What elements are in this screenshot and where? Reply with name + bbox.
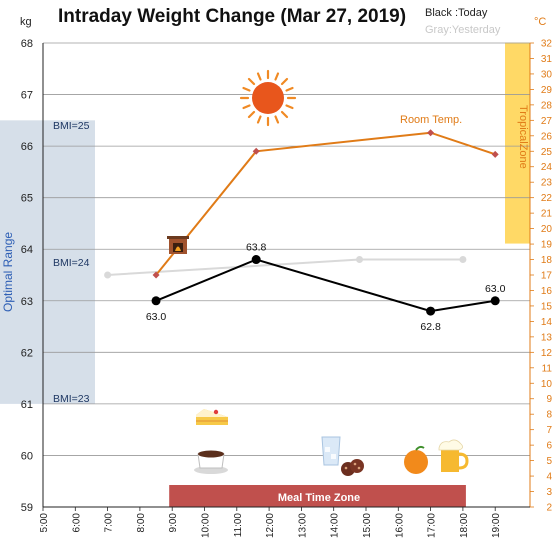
right-tick-label: 20 [541,224,553,235]
left-tick-label: 61 [21,399,33,411]
optimal-range-band [0,120,95,404]
right-tick-label: 17 [541,271,553,282]
right-tick-label: 15 [541,301,553,312]
tropical-zone-band [505,42,530,244]
today-data-label: 63.0 [485,283,506,295]
right-tick-label: 4 [546,472,552,483]
coffee-icon [194,450,228,474]
meal-zone-label: Meal Time Zone [278,492,360,504]
x-tick-label: 5:00 [39,513,50,533]
legend-yesterday: Gray:Yesterday [425,24,501,36]
right-tick-label: 19 [541,240,553,251]
room-temp-point [491,150,499,158]
left-tick-label: 59 [21,502,33,514]
right-tick-label: 2 [546,503,552,514]
room-temp-point [427,129,435,137]
today-point [490,296,500,306]
right-axis-unit: °C [534,16,546,28]
today-point [426,306,436,316]
chart-title: Intraday Weight Change (Mar 27, 2019) [58,6,406,27]
optimal-range-label: Optimal Range [1,232,15,312]
today-line [155,258,496,313]
yesterday-point [356,256,364,264]
x-tick-label: 17:00 [427,513,438,538]
room-temp-label: Room Temp. [400,114,462,126]
beer-icon [438,439,469,472]
left-tick-label: 65 [21,193,33,205]
water-glass-icon [321,436,341,466]
x-tick-label: 7:00 [104,513,115,533]
right-tick-label: 18 [541,255,553,266]
left-tick-label: 60 [21,450,33,462]
yesterday-point [104,271,112,279]
today-point [151,296,161,306]
x-tick-label: 18:00 [459,513,470,538]
x-tick-label: 19:00 [491,513,502,538]
right-tick-label: 6 [546,441,552,452]
today-data-label: 63.8 [246,242,267,254]
orange-icon [404,445,428,474]
right-tick-label: 3 [546,487,552,498]
x-tick-label: 9:00 [168,513,179,533]
x-tick-label: 12:00 [265,513,276,538]
left-tick-label: 63 [21,296,33,308]
bmi-24-label: BMI=24 [53,257,90,269]
cake-icon [196,409,228,425]
left-tick-label: 62 [21,347,33,359]
legend-today: Black :Today [425,7,488,19]
today-data-label: 63.0 [146,311,167,323]
left-tick-label: 64 [21,244,33,256]
yesterday-point [459,256,467,264]
x-tick-label: 14:00 [330,513,341,538]
cookies-icon [341,459,364,476]
today-point [251,255,261,265]
room-temp-line [155,131,496,276]
right-tick-label: 14 [541,317,553,328]
right-tick-label: 13 [541,332,553,343]
right-tick-label: 21 [541,209,553,220]
right-tick-label: 16 [541,286,553,297]
left-tick-label: 68 [21,38,33,50]
x-tick-label: 8:00 [136,513,147,533]
right-tick-label: 31 [541,54,553,65]
sun-icon [239,69,297,127]
right-tick-label: 25 [541,147,553,158]
right-tick-label: 24 [541,162,553,173]
right-tick-label: 26 [541,131,553,142]
room-temp-point [152,271,160,279]
right-tick-label: 9 [546,394,552,405]
x-tick-label: 6:00 [71,513,82,533]
right-tick-label: 22 [541,193,553,204]
right-tick-label: 28 [541,100,553,111]
x-tick-label: 16:00 [394,513,405,538]
right-tick-label: 23 [541,178,553,189]
x-tick-label: 11:00 [233,513,244,538]
right-tick-label: 7 [546,425,552,436]
tropical-zone-label: TropicalZone [517,105,529,169]
today-data-label: 62.8 [420,321,441,333]
right-tick-label: 30 [541,69,553,80]
room-temp-point [252,147,260,155]
bmi-23-label: BMI=23 [53,393,90,405]
bmi-25-label: BMI=25 [53,120,90,132]
right-tick-label: 29 [541,85,553,96]
left-tick-label: 67 [21,90,33,102]
left-axis-unit: kg [20,16,32,28]
right-tick-label: 32 [541,39,553,50]
x-tick-label: 15:00 [362,513,373,538]
right-tick-label: 8 [546,410,552,421]
fireplace-icon [167,236,189,254]
right-tick-label: 10 [541,379,553,390]
x-tick-label: 10:00 [201,513,212,538]
meal-zone-bar [169,485,466,507]
right-tick-label: 11 [542,363,553,374]
x-tick-label: 13:00 [297,513,308,538]
left-tick-label: 66 [21,141,33,153]
right-tick-label: 5 [546,456,552,467]
right-tick-label: 27 [541,116,553,127]
right-tick-label: 12 [541,348,553,359]
